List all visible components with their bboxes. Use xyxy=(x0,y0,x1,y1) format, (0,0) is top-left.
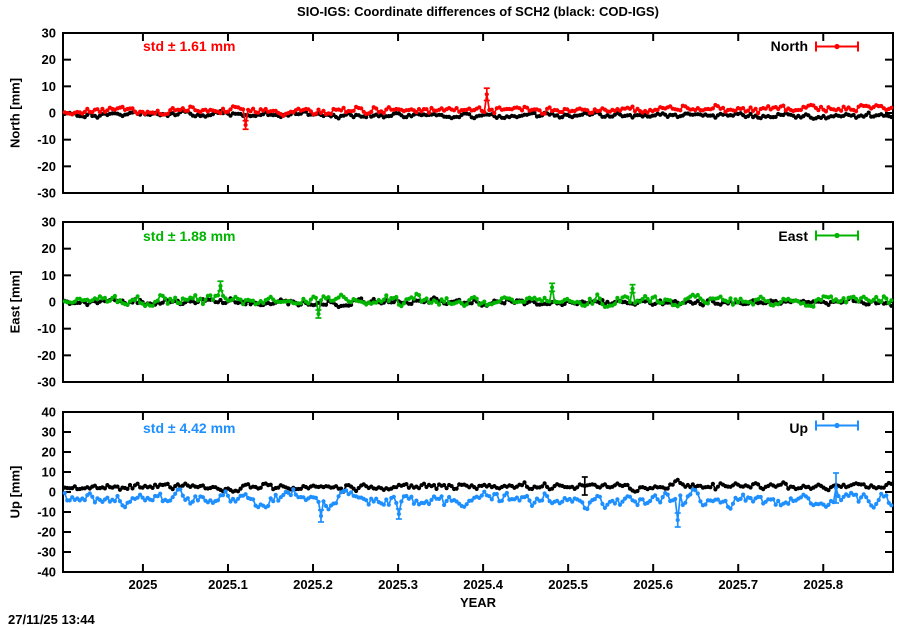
svg-text:-10: -10 xyxy=(37,132,56,147)
svg-text:2025.1: 2025.1 xyxy=(208,577,248,592)
svg-text:10: 10 xyxy=(42,79,56,94)
x-axis-label: YEAR xyxy=(459,595,497,610)
chart-title: SIO-IGS: Coordinate differences of SCH2 … xyxy=(297,4,659,19)
timestamp: 27/11/25 13:44 xyxy=(8,612,95,627)
svg-text:-20: -20 xyxy=(37,159,56,174)
svg-text:2025: 2025 xyxy=(128,577,157,592)
svg-text:2025.2: 2025.2 xyxy=(293,577,333,592)
svg-text:-20: -20 xyxy=(37,348,56,363)
up-axis-label: Up [mm] xyxy=(7,465,23,519)
svg-text:0: 0 xyxy=(49,485,56,500)
svg-text:2025.6: 2025.6 xyxy=(633,577,673,592)
svg-text:-10: -10 xyxy=(37,505,56,520)
north-std-label: std ± 1.61 mm xyxy=(143,38,236,54)
svg-text:-30: -30 xyxy=(37,186,56,201)
svg-text:2025.5: 2025.5 xyxy=(548,577,588,592)
north-legend-label: North xyxy=(770,38,808,54)
east-legend-label: East xyxy=(778,228,808,244)
svg-text:-40: -40 xyxy=(37,565,56,580)
east-axis-label: East [mm] xyxy=(7,270,23,334)
svg-text:30: 30 xyxy=(42,26,56,41)
svg-text:30: 30 xyxy=(42,425,56,440)
svg-text:20: 20 xyxy=(42,241,56,256)
svg-text:10: 10 xyxy=(42,268,56,283)
svg-text:-10: -10 xyxy=(37,321,56,336)
svg-text:10: 10 xyxy=(42,465,56,480)
north-axis-label: North [mm] xyxy=(7,77,23,149)
svg-text:20: 20 xyxy=(42,52,56,67)
svg-text:-30: -30 xyxy=(37,545,56,560)
svg-text:0: 0 xyxy=(49,295,56,310)
svg-text:40: 40 xyxy=(42,405,56,420)
svg-text:-20: -20 xyxy=(37,525,56,540)
svg-text:0: 0 xyxy=(49,106,56,121)
up-std-label: std ± 4.42 mm xyxy=(143,420,236,436)
svg-text:20: 20 xyxy=(42,445,56,460)
svg-text:2025.7: 2025.7 xyxy=(718,577,758,592)
svg-text:2025.4: 2025.4 xyxy=(463,577,504,592)
east-std-label: std ± 1.88 mm xyxy=(143,228,236,244)
up-legend-label: Up xyxy=(789,420,808,436)
svg-text:-30: -30 xyxy=(37,375,56,390)
svg-text:2025.3: 2025.3 xyxy=(378,577,418,592)
svg-text:2025.8: 2025.8 xyxy=(803,577,843,592)
svg-text:30: 30 xyxy=(42,215,56,230)
